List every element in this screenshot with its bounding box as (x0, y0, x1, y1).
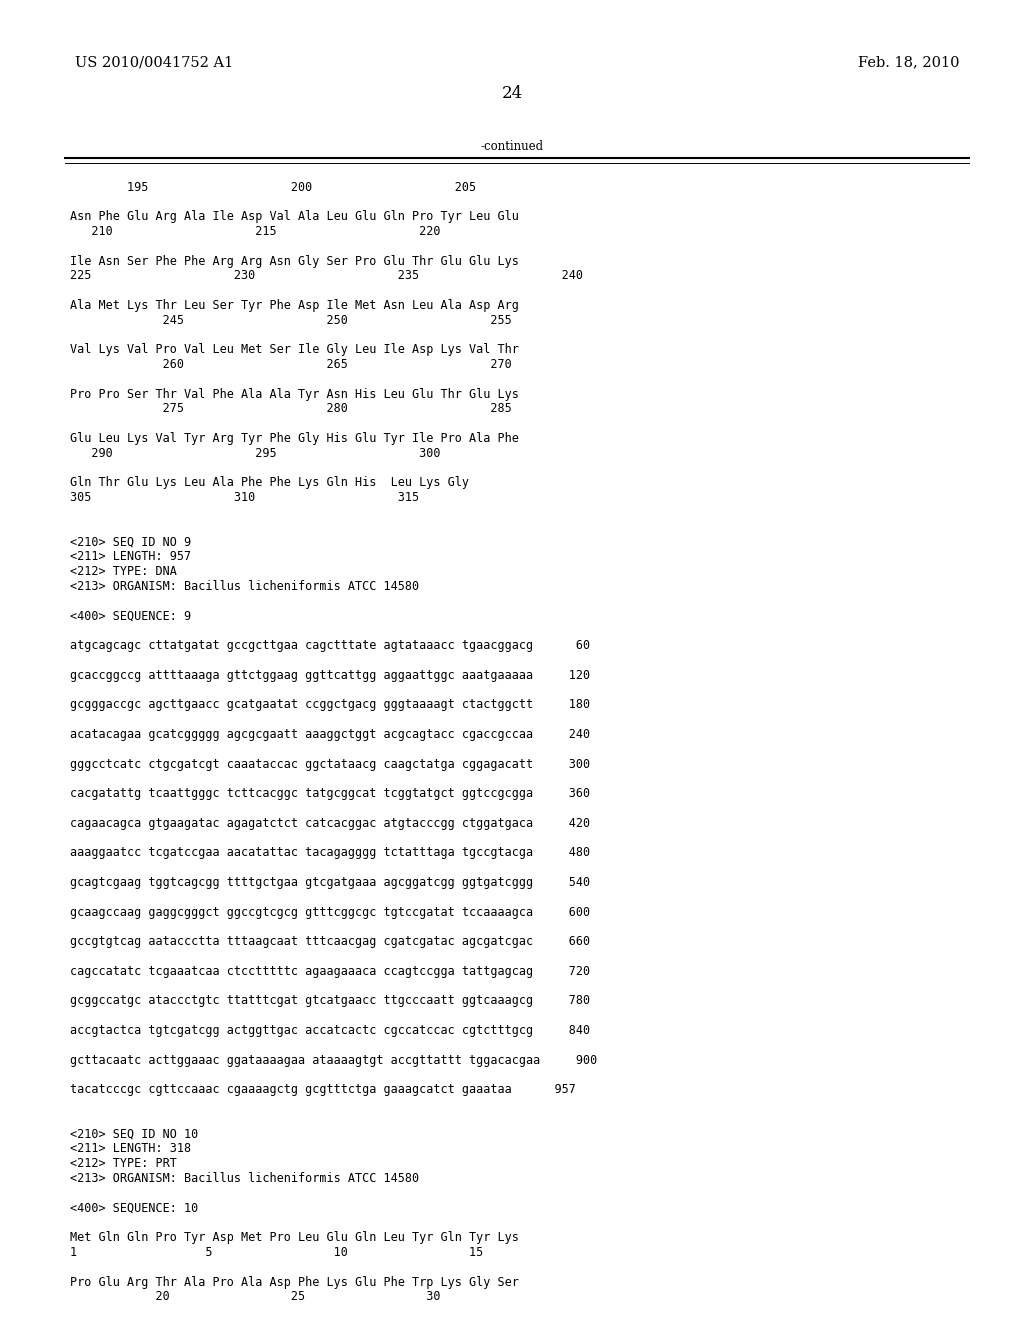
Text: US 2010/0041752 A1: US 2010/0041752 A1 (75, 55, 233, 69)
Text: accgtactca tgtcgatcgg actggttgac accatcactc cgccatccac cgtctttgcg     840: accgtactca tgtcgatcgg actggttgac accatca… (70, 1024, 590, 1038)
Text: cagccatatc tcgaaatcaa ctcctttttc agaagaaaca ccagtccgga tattgagcag     720: cagccatatc tcgaaatcaa ctcctttttc agaagaa… (70, 965, 590, 978)
Text: -continued: -continued (480, 140, 544, 153)
Text: Asn Phe Glu Arg Ala Ile Asp Val Ala Leu Glu Gln Pro Tyr Leu Glu: Asn Phe Glu Arg Ala Ile Asp Val Ala Leu … (70, 210, 519, 223)
Text: acatacagaa gcatcggggg agcgcgaatt aaaggctggt acgcagtacc cgaccgccaa     240: acatacagaa gcatcggggg agcgcgaatt aaaggct… (70, 729, 590, 741)
Text: cacgatattg tcaattgggc tcttcacggc tatgcggcat tcggtatgct ggtccgcgga     360: cacgatattg tcaattgggc tcttcacggc tatgcgg… (70, 787, 590, 800)
Text: 1                  5                 10                 15: 1 5 10 15 (70, 1246, 483, 1259)
Text: 245                    250                    255: 245 250 255 (70, 314, 512, 326)
Text: 305                    310                    315: 305 310 315 (70, 491, 419, 504)
Text: 20                 25                 30: 20 25 30 (70, 1291, 440, 1303)
Text: <212> TYPE: DNA: <212> TYPE: DNA (70, 565, 177, 578)
Text: Ile Asn Ser Phe Phe Arg Arg Asn Gly Ser Pro Glu Thr Glu Glu Lys: Ile Asn Ser Phe Phe Arg Arg Asn Gly Ser … (70, 255, 519, 268)
Text: Val Lys Val Pro Val Leu Met Ser Ile Gly Leu Ile Asp Lys Val Thr: Val Lys Val Pro Val Leu Met Ser Ile Gly … (70, 343, 519, 356)
Text: Gln Thr Glu Lys Leu Ala Phe Phe Lys Gln His  Leu Lys Gly: Gln Thr Glu Lys Leu Ala Phe Phe Lys Gln … (70, 477, 469, 490)
Text: gcgggaccgc agcttgaacc gcatgaatat ccggctgacg gggtaaaagt ctactggctt     180: gcgggaccgc agcttgaacc gcatgaatat ccggctg… (70, 698, 590, 711)
Text: Met Gln Gln Pro Tyr Asp Met Pro Leu Glu Gln Leu Tyr Gln Tyr Lys: Met Gln Gln Pro Tyr Asp Met Pro Leu Glu … (70, 1232, 519, 1245)
Text: <210> SEQ ID NO 9: <210> SEQ ID NO 9 (70, 536, 191, 549)
Text: <400> SEQUENCE: 9: <400> SEQUENCE: 9 (70, 610, 191, 623)
Text: tacatcccgc cgttccaaac cgaaaagctg gcgtttctga gaaagcatct gaaataa      957: tacatcccgc cgttccaaac cgaaaagctg gcgtttc… (70, 1084, 575, 1097)
Text: <211> LENGTH: 318: <211> LENGTH: 318 (70, 1143, 191, 1155)
Text: 260                    265                    270: 260 265 270 (70, 358, 512, 371)
Text: cagaacagca gtgaagatac agagatctct catcacggac atgtacccgg ctggatgaca     420: cagaacagca gtgaagatac agagatctct catcacg… (70, 817, 590, 830)
Text: gcaccggccg attttaaaga gttctggaag ggttcattgg aggaattggc aaatgaaaaa     120: gcaccggccg attttaaaga gttctggaag ggttcat… (70, 669, 590, 682)
Text: Ala Met Lys Thr Leu Ser Tyr Phe Asp Ile Met Asn Leu Ala Asp Arg: Ala Met Lys Thr Leu Ser Tyr Phe Asp Ile … (70, 298, 519, 312)
Text: Pro Glu Arg Thr Ala Pro Ala Asp Phe Lys Glu Phe Trp Lys Gly Ser: Pro Glu Arg Thr Ala Pro Ala Asp Phe Lys … (70, 1275, 519, 1288)
Text: 290                    295                    300: 290 295 300 (70, 447, 440, 459)
Text: gcggccatgc ataccctgtc ttatttcgat gtcatgaacc ttgcccaatt ggtcaaagcg     780: gcggccatgc ataccctgtc ttatttcgat gtcatga… (70, 994, 590, 1007)
Text: <212> TYPE: PRT: <212> TYPE: PRT (70, 1158, 177, 1171)
Text: gcagtcgaag tggtcagcgg ttttgctgaa gtcgatgaaa agcggatcgg ggtgatcggg     540: gcagtcgaag tggtcagcgg ttttgctgaa gtcgatg… (70, 876, 590, 890)
Text: 24: 24 (502, 84, 522, 102)
Text: 275                    280                    285: 275 280 285 (70, 403, 512, 416)
Text: <400> SEQUENCE: 10: <400> SEQUENCE: 10 (70, 1201, 199, 1214)
Text: 225                    230                    235                    240: 225 230 235 240 (70, 269, 583, 282)
Text: gggcctcatc ctgcgatcgt caaataccac ggctataacg caagctatga cggagacatt     300: gggcctcatc ctgcgatcgt caaataccac ggctata… (70, 758, 590, 771)
Text: <213> ORGANISM: Bacillus licheniformis ATCC 14580: <213> ORGANISM: Bacillus licheniformis A… (70, 579, 419, 593)
Text: 195                    200                    205: 195 200 205 (70, 181, 476, 194)
Text: <210> SEQ ID NO 10: <210> SEQ ID NO 10 (70, 1127, 199, 1140)
Text: atgcagcagc cttatgatat gccgcttgaa cagctttate agtataaacc tgaacggacg      60: atgcagcagc cttatgatat gccgcttgaa cagcttt… (70, 639, 590, 652)
Text: aaaggaatcc tcgatccgaa aacatattac tacagagggg tctatttaga tgccgtacga     480: aaaggaatcc tcgatccgaa aacatattac tacagag… (70, 846, 590, 859)
Text: gcaagccaag gaggcgggct ggccgtcgcg gtttcggcgc tgtccgatat tccaaaagca     600: gcaagccaag gaggcgggct ggccgtcgcg gtttcgg… (70, 906, 590, 919)
Text: gccgtgtcag aataccctta tttaagcaat tttcaacgag cgatcgatac agcgatcgac     660: gccgtgtcag aataccctta tttaagcaat tttcaac… (70, 936, 590, 948)
Text: <211> LENGTH: 957: <211> LENGTH: 957 (70, 550, 191, 564)
Text: 210                    215                    220: 210 215 220 (70, 224, 440, 238)
Text: <213> ORGANISM: Bacillus licheniformis ATCC 14580: <213> ORGANISM: Bacillus licheniformis A… (70, 1172, 419, 1185)
Text: Glu Leu Lys Val Tyr Arg Tyr Phe Gly His Glu Tyr Ile Pro Ala Phe: Glu Leu Lys Val Tyr Arg Tyr Phe Gly His … (70, 432, 519, 445)
Text: Pro Pro Ser Thr Val Phe Ala Ala Tyr Asn His Leu Glu Thr Glu Lys: Pro Pro Ser Thr Val Phe Ala Ala Tyr Asn … (70, 388, 519, 401)
Text: Feb. 18, 2010: Feb. 18, 2010 (857, 55, 959, 69)
Text: gcttacaatc acttggaaac ggataaaagaa ataaaagtgt accgttattt tggacacgaa     900: gcttacaatc acttggaaac ggataaaagaa ataaaa… (70, 1053, 597, 1067)
